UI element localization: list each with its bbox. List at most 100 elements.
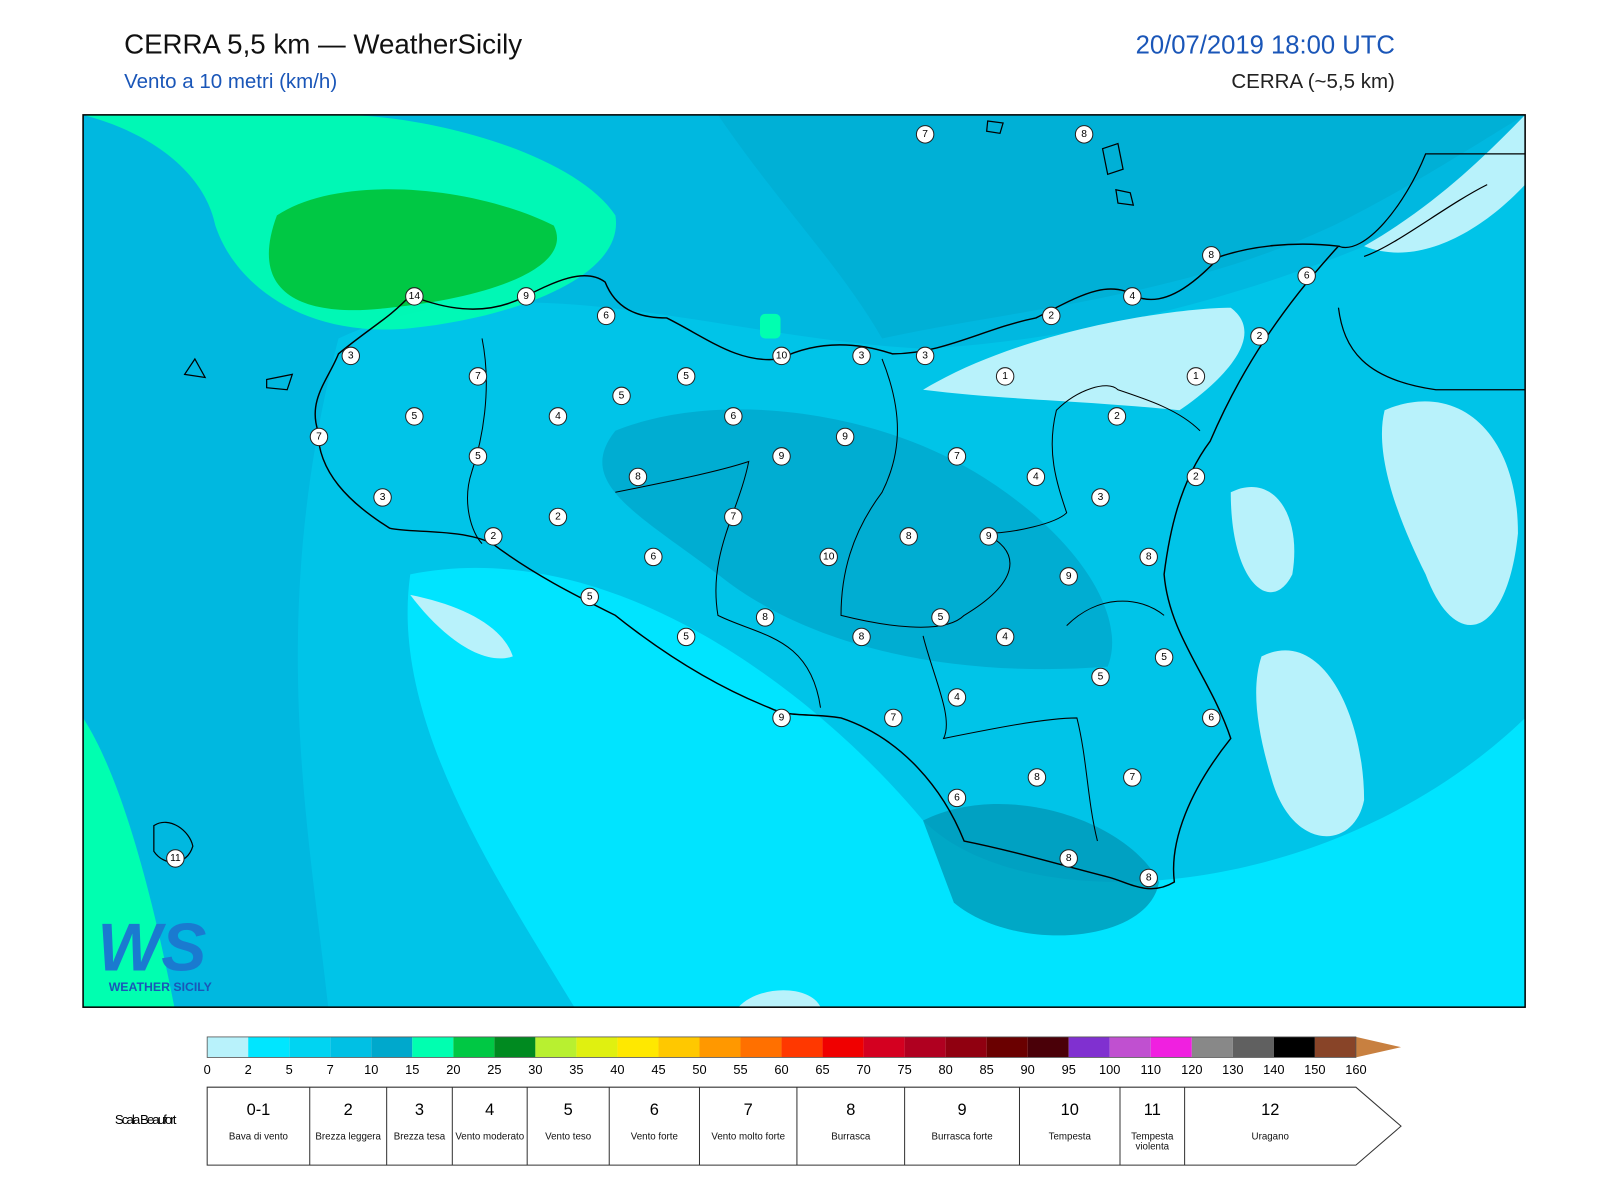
station-marker: [676, 627, 696, 647]
scale-tick-label: 140: [1263, 1062, 1284, 1077]
beaufort-force: 12: [1261, 1101, 1279, 1119]
station-marker: [468, 367, 488, 386]
color-segment: [1068, 1036, 1110, 1058]
station-value: 8: [1034, 772, 1040, 783]
beaufort-name: Bava di vento: [228, 1132, 288, 1143]
station-marker: [835, 427, 855, 447]
color-segment: [1191, 1036, 1233, 1058]
station-value: 8: [1208, 250, 1214, 261]
beaufort-force: 9: [957, 1101, 966, 1119]
scale-tick-label: 65: [815, 1062, 829, 1077]
scale-tick-label: 110: [1141, 1062, 1161, 1077]
station-value: 8: [906, 531, 912, 542]
color-segment: [740, 1036, 782, 1058]
station-value: 10: [823, 551, 835, 562]
station-marker: [373, 488, 392, 507]
station-marker: [1123, 287, 1142, 306]
station-marker: [979, 527, 998, 546]
station-value: 5: [683, 631, 689, 642]
scale-tick-label: 20: [446, 1062, 460, 1077]
station-marker: [772, 346, 791, 366]
station-marker: [405, 407, 424, 426]
station-marker: [1123, 768, 1142, 787]
station-marker: [1107, 407, 1127, 426]
scale-tick-label: 55: [733, 1062, 747, 1077]
station-value: 5: [1161, 652, 1167, 663]
beaufort-force: 11: [1144, 1101, 1161, 1119]
scale-tick-label: 80: [939, 1062, 953, 1077]
title: CERRA 5,5 km — WeatherSicily: [124, 28, 522, 59]
color-segment: [330, 1036, 372, 1058]
scale-tick-label: 30: [528, 1062, 542, 1077]
station-value: 5: [683, 371, 689, 382]
color-segment: [1027, 1036, 1069, 1058]
color-segment: [904, 1036, 946, 1058]
station-marker: [1026, 467, 1046, 487]
beaufort-name-box: Burrasca forte: [931, 1132, 993, 1143]
beaufort-force: 6: [650, 1101, 659, 1119]
color-segment: [535, 1036, 577, 1058]
station-value: 9: [779, 451, 785, 462]
logo-mark: WS: [97, 910, 206, 985]
beaufort-name: Vento molto forte: [711, 1132, 786, 1143]
logo-text: WEATHER SICILY: [109, 980, 212, 994]
subtitle: Vento a 10 metri (km/h): [124, 70, 337, 93]
station-marker: [484, 527, 503, 546]
station-value: 5: [1098, 671, 1104, 682]
station-marker: [1202, 708, 1221, 728]
station-marker: [580, 587, 599, 607]
station-marker: [1074, 125, 1094, 144]
station-marker: [644, 547, 663, 567]
station-value: 9: [1066, 571, 1072, 582]
station-marker: [755, 608, 775, 627]
station-value: 2: [1114, 411, 1120, 422]
station-value: 2: [1257, 331, 1263, 342]
beaufort-name-box: Brezza leggera: [315, 1132, 381, 1142]
scale-tick-label: 40: [610, 1062, 624, 1077]
beaufort-name-box: Uragano: [1252, 1132, 1289, 1142]
station-marker: [1027, 768, 1047, 787]
station-value: 5: [475, 451, 481, 462]
station-value: 2: [490, 531, 496, 542]
scale-tick-label: 150: [1304, 1062, 1325, 1077]
scale-tick-label: 85: [980, 1062, 994, 1077]
station-marker: [931, 608, 950, 627]
station-value: 6: [603, 310, 609, 321]
station-value: 2: [1193, 471, 1199, 482]
station-value: 8: [1146, 551, 1152, 562]
station-value: 7: [890, 712, 896, 723]
beaufort-force: 4: [485, 1101, 494, 1119]
station-value: 5: [412, 411, 418, 422]
beaufort-name: Vento teso: [545, 1132, 592, 1143]
station-marker: [899, 527, 918, 546]
station-marker: [852, 346, 871, 366]
station-marker: [915, 346, 935, 366]
station-marker: [468, 447, 488, 466]
color-segment: [371, 1036, 413, 1058]
station-value: 9: [986, 531, 992, 542]
station-marker: [772, 447, 791, 466]
station-marker: [548, 507, 568, 527]
station-marker: [772, 708, 791, 728]
station-marker: [1202, 246, 1221, 265]
color-segment: [1314, 1036, 1356, 1058]
beaufort-name: Vento moderato: [455, 1132, 525, 1143]
station-marker: [516, 287, 536, 306]
station-value: 3: [1098, 492, 1104, 503]
station-value: 3: [348, 350, 354, 361]
scale-tick-label: 70: [856, 1062, 870, 1077]
station-value: 8: [1066, 853, 1072, 864]
beaufort-name: Burrasca forte: [931, 1132, 993, 1143]
station-marker: [1186, 467, 1206, 487]
beaufort-force: 2: [344, 1101, 353, 1119]
station-marker: [819, 547, 838, 567]
logo: WS WEATHER SICILY: [97, 910, 211, 994]
color-segment: [617, 1036, 659, 1058]
beaufort-name-box: Tempesta violenta: [1131, 1132, 1173, 1152]
beaufort-label: Scala Beaufort: [115, 1112, 177, 1127]
station-value: 3: [922, 350, 928, 361]
scale-tick-label: 7: [327, 1062, 334, 1077]
beaufort-name-box: Vento teso: [545, 1132, 592, 1143]
station-marker: [166, 849, 185, 868]
